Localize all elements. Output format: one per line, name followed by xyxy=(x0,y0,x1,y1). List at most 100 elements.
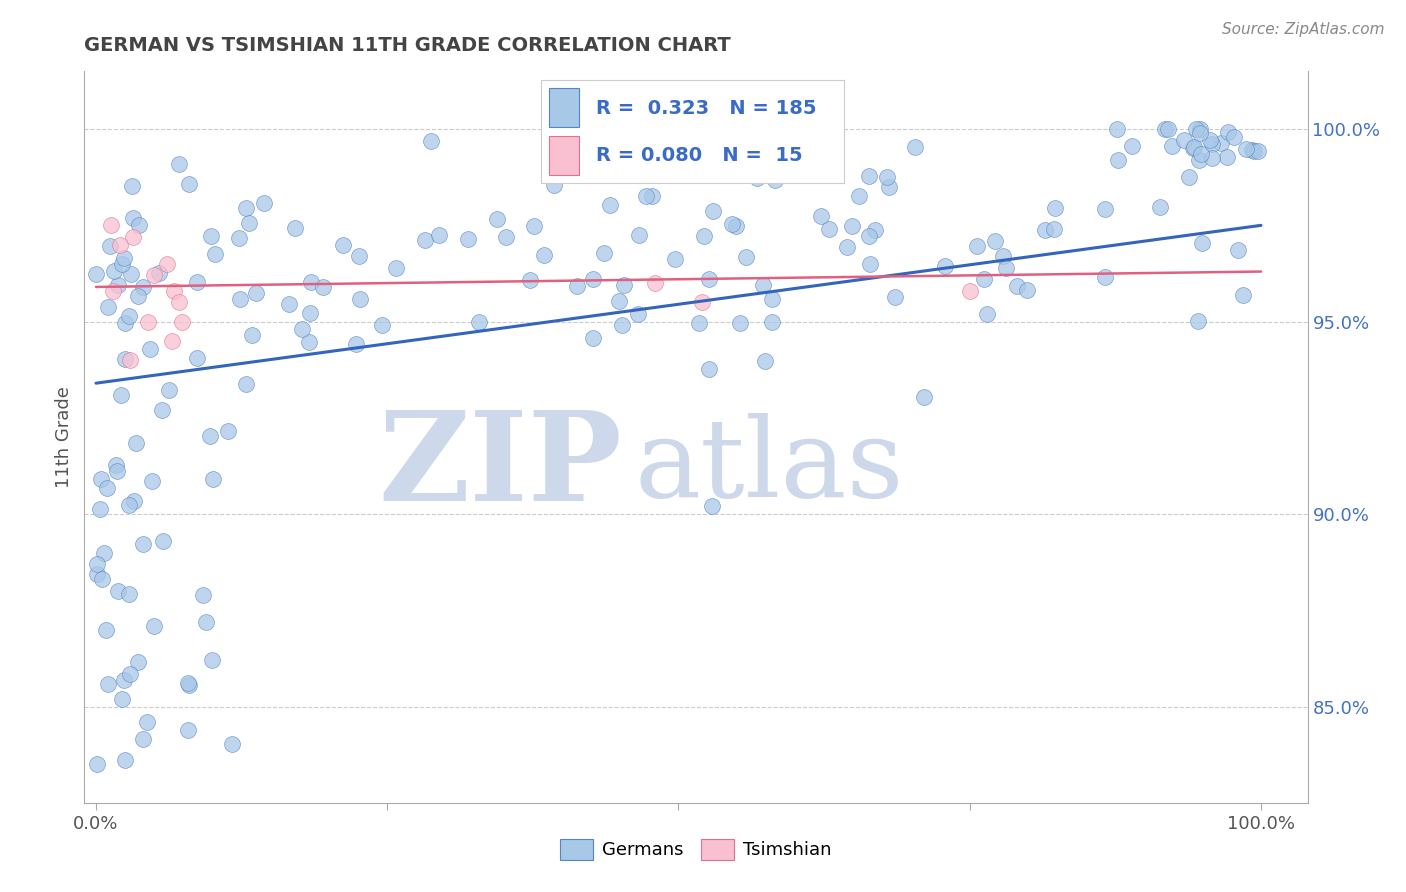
Point xyxy=(1182,141,1205,155)
Point xyxy=(169,295,191,310)
Point xyxy=(763,172,786,186)
Point xyxy=(761,292,783,306)
Point xyxy=(112,252,135,266)
Point xyxy=(818,222,841,236)
Point xyxy=(186,351,208,366)
Point xyxy=(413,233,436,247)
Point xyxy=(120,267,142,281)
Point xyxy=(128,218,150,232)
Point xyxy=(835,240,858,254)
Point xyxy=(86,757,108,772)
Point xyxy=(877,179,900,194)
Point xyxy=(108,237,131,252)
Point xyxy=(752,277,775,292)
Point xyxy=(156,257,179,271)
Point xyxy=(863,222,886,236)
Point xyxy=(1178,169,1201,184)
Point xyxy=(1201,151,1223,165)
Point xyxy=(312,279,335,293)
Point xyxy=(761,315,783,329)
Point xyxy=(93,546,115,560)
Point xyxy=(1173,133,1195,147)
Point xyxy=(114,351,136,366)
Point xyxy=(332,238,354,252)
Text: ZIP: ZIP xyxy=(378,406,623,527)
Point xyxy=(697,362,720,376)
Point xyxy=(991,249,1014,263)
Point xyxy=(610,318,633,332)
Point xyxy=(700,500,723,514)
Point xyxy=(664,252,686,266)
Point xyxy=(111,691,134,706)
Text: R = 0.080   N =  15: R = 0.080 N = 15 xyxy=(596,145,803,165)
Point xyxy=(132,280,155,294)
Point xyxy=(859,257,882,271)
Point xyxy=(103,284,125,298)
Text: GERMAN VS TSIMSHIAN 11TH GRADE CORRELATION CHART: GERMAN VS TSIMSHIAN 11TH GRADE CORRELATI… xyxy=(84,36,731,54)
Point xyxy=(229,292,252,306)
Point xyxy=(245,285,267,300)
Point xyxy=(122,211,145,225)
Point xyxy=(98,239,121,253)
Point xyxy=(599,198,621,212)
Point xyxy=(124,494,146,508)
Point xyxy=(976,308,998,322)
Point xyxy=(533,248,555,262)
Point xyxy=(634,189,657,203)
Point xyxy=(641,189,664,203)
Point xyxy=(385,261,408,276)
Point xyxy=(107,584,129,599)
Point xyxy=(157,383,180,397)
Point xyxy=(1189,147,1212,161)
Point xyxy=(1247,144,1270,158)
Point xyxy=(1157,122,1180,136)
Point xyxy=(121,230,143,244)
Point xyxy=(725,219,748,234)
Point xyxy=(883,290,905,304)
Point xyxy=(903,140,925,154)
Point xyxy=(1015,283,1038,297)
Point xyxy=(1216,150,1239,164)
Point xyxy=(841,219,863,233)
Point xyxy=(613,278,636,293)
Point xyxy=(118,499,141,513)
Point xyxy=(1185,122,1208,136)
Point xyxy=(582,271,605,285)
Point xyxy=(1121,138,1143,153)
Point xyxy=(143,268,166,283)
Point xyxy=(139,342,162,356)
Point xyxy=(1216,125,1239,139)
Point xyxy=(754,354,776,368)
Point xyxy=(627,227,650,242)
Point xyxy=(349,292,371,306)
Point xyxy=(200,229,222,244)
Point xyxy=(160,334,183,348)
Point xyxy=(371,318,394,332)
Point xyxy=(177,723,200,738)
Point xyxy=(1188,126,1211,140)
Point xyxy=(420,134,443,148)
Point xyxy=(111,257,134,271)
Point xyxy=(141,474,163,488)
Point xyxy=(344,337,367,351)
Point xyxy=(697,271,720,285)
Point xyxy=(94,623,117,637)
Point xyxy=(994,261,1017,276)
Point xyxy=(97,676,120,690)
Point xyxy=(150,403,173,417)
Point xyxy=(1241,143,1264,157)
Point xyxy=(567,279,589,293)
Point xyxy=(127,289,149,303)
Point xyxy=(966,239,988,253)
Point xyxy=(90,472,112,486)
Point xyxy=(114,753,136,767)
Point xyxy=(204,247,226,261)
Point xyxy=(235,201,257,215)
Point xyxy=(163,284,186,298)
Point xyxy=(858,229,880,244)
Point xyxy=(692,229,714,244)
Point xyxy=(148,267,170,281)
Point xyxy=(1243,145,1265,159)
Point xyxy=(217,424,239,438)
Point xyxy=(468,315,491,329)
